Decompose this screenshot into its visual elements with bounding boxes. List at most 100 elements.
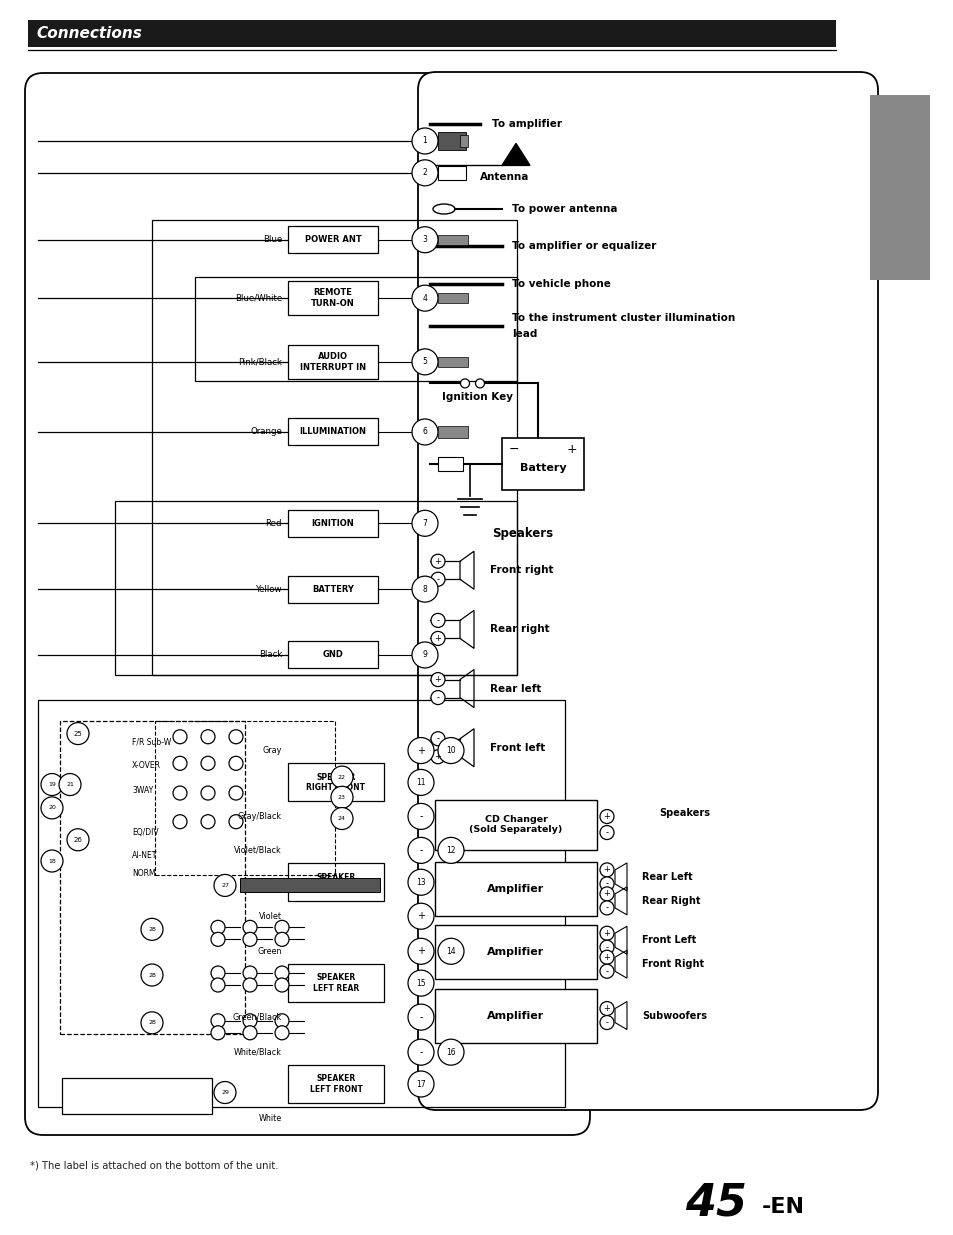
Text: Connections: Connections (36, 26, 142, 41)
Text: X-OVER: X-OVER (132, 761, 161, 769)
Text: 28: 28 (148, 926, 155, 932)
Text: Amplifier: Amplifier (487, 947, 544, 957)
Bar (501, 438, 583, 490)
Bar (115, 501, 517, 676)
Circle shape (412, 642, 437, 668)
Circle shape (412, 159, 437, 185)
Circle shape (408, 837, 434, 863)
Circle shape (431, 572, 444, 587)
Text: +: + (435, 634, 441, 643)
Bar (869, 95, 929, 280)
Circle shape (201, 756, 214, 771)
Text: EQ/DIV: EQ/DIV (132, 827, 158, 837)
Text: Green: Green (257, 947, 282, 956)
Text: Front Left: Front Left (641, 935, 696, 945)
Circle shape (274, 978, 289, 992)
Text: 14: 14 (446, 947, 456, 956)
Bar (60, 721, 245, 1034)
Text: Orange: Orange (250, 427, 282, 436)
Circle shape (211, 1014, 225, 1028)
Bar (288, 1065, 384, 1103)
Circle shape (431, 614, 444, 627)
Circle shape (408, 769, 434, 795)
Text: 4: 4 (422, 294, 427, 303)
Text: Speakers: Speakers (492, 527, 553, 541)
Bar (437, 132, 465, 149)
Text: 15: 15 (416, 978, 425, 988)
Circle shape (408, 737, 434, 763)
Text: Ignition Key: Ignition Key (441, 393, 513, 403)
Circle shape (172, 815, 187, 829)
Bar (38, 699, 564, 1108)
Circle shape (599, 965, 614, 978)
Text: Subwoofers: Subwoofers (641, 1010, 706, 1020)
Text: 12: 12 (446, 846, 456, 855)
Bar (288, 763, 384, 802)
Bar (435, 925, 597, 979)
Text: *) The label is attached on the bottom of the unit.: *) The label is attached on the bottom o… (30, 1160, 278, 1170)
Text: +: + (603, 889, 610, 898)
Text: 9: 9 (422, 651, 427, 659)
Text: Rear right: Rear right (490, 625, 549, 635)
Text: -: - (418, 1047, 422, 1057)
Text: To the instrument cluster illumination: To the instrument cluster illumination (512, 314, 735, 324)
Text: -: - (605, 942, 608, 952)
Bar (435, 988, 597, 1042)
Circle shape (141, 965, 163, 986)
Circle shape (201, 815, 214, 829)
Circle shape (408, 1004, 434, 1030)
Text: -: - (605, 879, 608, 888)
Text: 24: 24 (337, 816, 346, 821)
Text: BATTERY: BATTERY (312, 584, 354, 594)
Circle shape (431, 673, 444, 687)
Text: 22: 22 (337, 774, 346, 779)
Text: +: + (603, 929, 610, 937)
Bar (288, 282, 377, 315)
Text: Battery: Battery (519, 463, 566, 473)
Text: +: + (603, 813, 610, 821)
Circle shape (460, 379, 469, 388)
Bar (288, 510, 377, 537)
Circle shape (599, 950, 614, 965)
Bar (288, 576, 377, 603)
Bar (437, 293, 468, 303)
Bar (288, 419, 377, 446)
Circle shape (412, 419, 437, 445)
Circle shape (201, 785, 214, 800)
Circle shape (172, 785, 187, 800)
Circle shape (408, 1071, 434, 1097)
Text: F/R Sub-W: F/R Sub-W (132, 737, 172, 747)
Bar (288, 226, 377, 253)
Bar (288, 641, 377, 668)
Circle shape (243, 978, 256, 992)
Text: 7: 7 (422, 519, 427, 527)
Circle shape (599, 810, 614, 824)
Bar (437, 357, 468, 367)
Circle shape (41, 850, 63, 872)
Circle shape (67, 829, 89, 851)
Circle shape (211, 1026, 225, 1040)
Text: 25: 25 (73, 731, 82, 736)
Text: 13: 13 (416, 878, 425, 887)
Text: 29: 29 (221, 1091, 229, 1095)
Text: SPEAKER
LEFT REAR: SPEAKER LEFT REAR (313, 973, 358, 993)
Text: AI-NET: AI-NET (132, 851, 157, 861)
Text: GND: GND (322, 651, 343, 659)
Circle shape (213, 1082, 235, 1104)
Circle shape (274, 966, 289, 981)
Circle shape (431, 750, 444, 763)
Text: -: - (605, 967, 608, 976)
Bar (437, 457, 462, 472)
Text: Blue/White: Blue/White (234, 294, 282, 303)
Circle shape (229, 815, 243, 829)
Text: +: + (435, 557, 441, 566)
Text: +: + (416, 911, 424, 921)
Text: +: + (416, 746, 424, 756)
Ellipse shape (433, 204, 455, 214)
Circle shape (412, 128, 437, 154)
Circle shape (431, 690, 444, 705)
Text: +: + (566, 443, 577, 456)
Text: SPEAKER
RIGHT FRONT: SPEAKER RIGHT FRONT (306, 773, 365, 792)
Circle shape (408, 804, 434, 830)
Circle shape (599, 1015, 614, 1030)
